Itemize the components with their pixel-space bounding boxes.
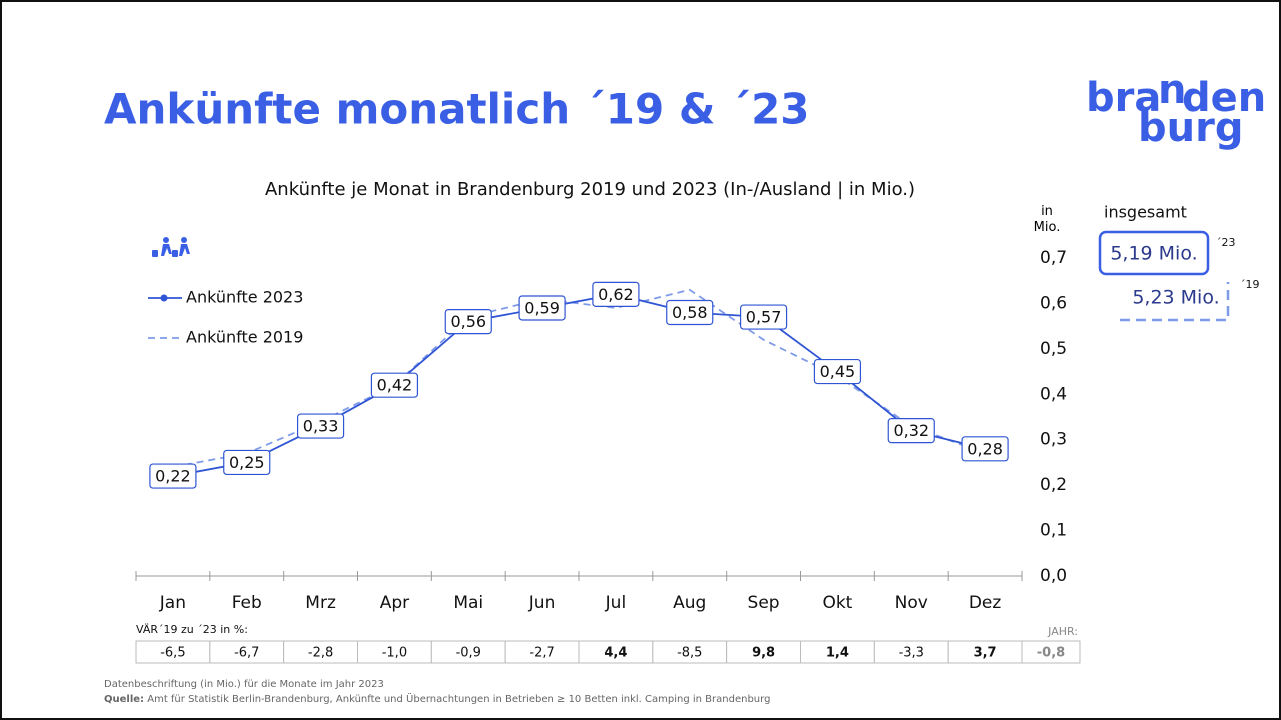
- data-label: 0,42: [377, 376, 413, 395]
- data-label: 0,62: [598, 285, 634, 304]
- change-value: -2,8: [308, 646, 333, 661]
- logo-part: bra: [1086, 75, 1161, 121]
- data-label-box: [961, 436, 1009, 462]
- data-label-box: [739, 304, 788, 330]
- y-tick-label: 0,1: [1040, 521, 1067, 541]
- change-value: 4,4: [604, 646, 627, 661]
- data-label: 0,22: [155, 467, 191, 486]
- change-value: -1,0: [382, 646, 407, 661]
- x-tick-label: Sep: [748, 593, 780, 613]
- y-tick-label: 0,4: [1040, 384, 1067, 404]
- total-value: 5,23 Mio.: [1132, 287, 1219, 309]
- x-tick-label: Jun: [528, 593, 556, 613]
- change-value: -6,7: [234, 646, 259, 661]
- x-tick-label: Mai: [453, 593, 483, 613]
- legend-dot: [160, 294, 168, 302]
- logo-part: den: [1182, 75, 1266, 121]
- change-value: -2,7: [529, 646, 554, 661]
- y-tick-label: 0,5: [1040, 339, 1067, 359]
- change-total: -0,8: [1037, 646, 1065, 661]
- change-value: -3,3: [899, 646, 924, 661]
- change-value: -8,5: [677, 646, 702, 661]
- source: Quelle: Amt für Statistik Berlin-Branden…: [104, 692, 770, 705]
- logo: bra n den burg: [1086, 67, 1266, 151]
- legend-label: Ankünfte 2019: [186, 328, 303, 347]
- change-value: -0,9: [456, 646, 481, 661]
- y-label-box: in Mio.: [1033, 204, 1061, 235]
- data-label: 0,59: [524, 298, 560, 317]
- data-label: 0,32: [893, 421, 929, 440]
- data-label-box: [887, 418, 935, 444]
- x-tick-label: Jan: [159, 593, 186, 613]
- data-label-box: [444, 309, 492, 335]
- footnote: Datenbeschriftung (in Mio.) für die Mona…: [104, 679, 384, 690]
- data-label-box: [223, 449, 271, 476]
- data-label: 0,25: [229, 453, 265, 472]
- data-label-box: [518, 295, 566, 321]
- x-tick-label: Dez: [969, 593, 1002, 613]
- y-tick-label: 0,3: [1040, 430, 1067, 450]
- total-box-dashed: [1120, 282, 1230, 322]
- x-tick-label: Aug: [673, 593, 706, 613]
- x-tick-label: Okt: [822, 593, 852, 613]
- y-tick-label: 0,6: [1040, 293, 1067, 313]
- data-label: 0,57: [746, 308, 782, 327]
- y-tick-label: 0,7: [1040, 248, 1067, 268]
- change-value: 1,4: [826, 646, 849, 661]
- icon: [152, 237, 190, 257]
- x-tick-label: Feb: [232, 593, 262, 613]
- x-tick-label: Nov: [895, 593, 928, 613]
- total-year: ´19: [1240, 278, 1260, 291]
- data-label: 0,28: [967, 439, 1003, 458]
- source-text: Amt für Statistik Berlin-Brandenburg, An…: [147, 692, 770, 705]
- change-value: 9,8: [752, 646, 775, 661]
- logo-part: burg: [1138, 105, 1243, 151]
- source-label: Quelle:: [104, 694, 144, 705]
- data-label-box: [592, 281, 640, 307]
- total-value: 5,19 Mio.: [1110, 243, 1197, 265]
- y-tick-label: 0,0: [1040, 566, 1067, 586]
- data-label: 0,33: [303, 417, 339, 436]
- data-label-box: [813, 358, 862, 385]
- title: Ankünfte monatlich ´19 & ´23: [104, 85, 810, 134]
- y-tick-label: 0,2: [1040, 475, 1067, 495]
- data-label-box: [149, 463, 197, 489]
- change-value: 3,7: [974, 646, 997, 661]
- total-year: ´23: [1216, 236, 1236, 249]
- changes-label: VÄR´19 zu ´23 in %:: [136, 623, 248, 636]
- total-box: [1098, 230, 1210, 276]
- data-label-box: [296, 413, 345, 439]
- logo-part: n: [1158, 67, 1186, 113]
- data-label-box: [370, 372, 419, 398]
- totals-label: insgesamt: [1104, 203, 1187, 222]
- y-label: in Mio.: [1033, 204, 1061, 235]
- data-label: 0,56: [450, 312, 486, 331]
- change-cell: [1021, 640, 1081, 664]
- legend-label: Ankünfte 2023: [186, 288, 303, 307]
- x-tick-label: Jul: [605, 593, 627, 613]
- data-label: 0,58: [672, 303, 708, 322]
- chart-title: Ankünfte je Monat in Brandenburg 2019 un…: [265, 179, 915, 200]
- changes-total-label: JAHR:: [1047, 625, 1078, 638]
- data-label-box: [666, 299, 714, 326]
- data-label: 0,45: [820, 362, 856, 381]
- x-tick-label: Apr: [380, 593, 409, 613]
- x-tick-label: Mrz: [305, 593, 336, 613]
- change-value: -6,5: [160, 646, 185, 661]
